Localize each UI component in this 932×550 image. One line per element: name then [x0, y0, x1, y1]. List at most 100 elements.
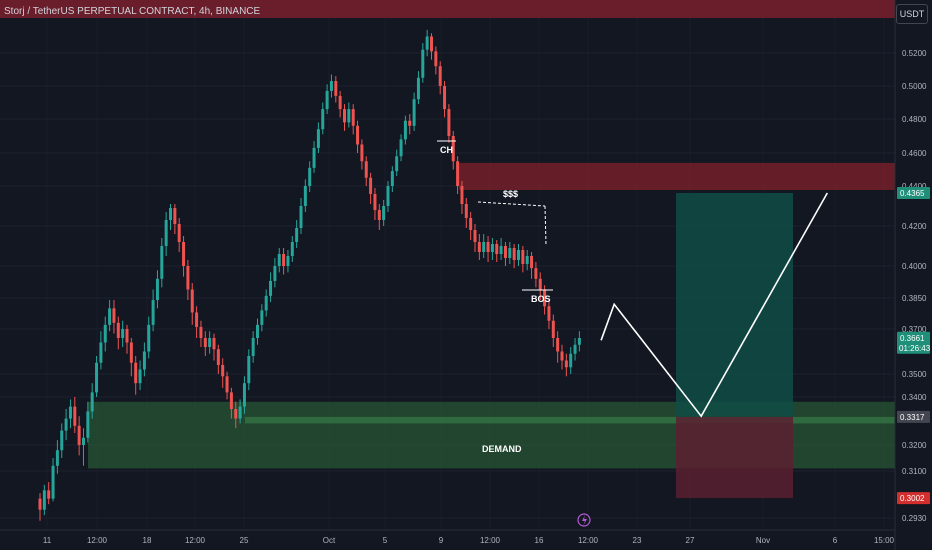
y-tick-label: 0.4800	[902, 115, 927, 124]
candle	[155, 270, 159, 309]
candle-body	[42, 490, 46, 510]
candle	[208, 331, 212, 354]
candle-body	[430, 36, 433, 52]
candle	[490, 238, 494, 260]
candle	[225, 371, 229, 400]
candle	[338, 90, 342, 118]
candle-body	[138, 369, 142, 384]
candle	[395, 149, 399, 177]
candle	[134, 356, 138, 395]
y-tick-label: 0.3850	[902, 294, 927, 303]
y-tick-label: 0.3500	[902, 370, 927, 379]
candle-body	[238, 406, 242, 419]
candle	[77, 416, 81, 456]
candle-body	[369, 177, 373, 194]
candle	[556, 331, 560, 363]
x-tick-label: 16	[535, 536, 544, 545]
candle-body	[416, 77, 420, 100]
candle	[382, 200, 386, 226]
price-axis-background[interactable]	[895, 0, 932, 550]
y-tick-label: 0.3100	[902, 467, 927, 476]
candle	[364, 156, 368, 186]
candle-body	[277, 254, 281, 266]
candle	[569, 347, 573, 374]
candle	[503, 242, 507, 266]
candle-body	[573, 344, 577, 354]
candle-body	[55, 450, 59, 466]
candle	[469, 212, 473, 240]
candle	[68, 399, 72, 429]
candle	[430, 33, 433, 60]
candle-body	[99, 342, 103, 363]
annotation-dashed-line	[477, 201, 546, 207]
price-tag-label: 0.3317	[900, 413, 925, 422]
candle-body	[47, 490, 51, 499]
candle	[295, 220, 299, 248]
x-tick-label: Nov	[756, 536, 770, 545]
x-tick-label: 11	[43, 536, 52, 545]
candle	[377, 204, 381, 230]
candle-body	[503, 246, 507, 258]
candle	[125, 324, 129, 354]
candle-body	[190, 289, 194, 313]
candle	[373, 188, 377, 220]
candle-body	[290, 242, 294, 256]
candle	[273, 258, 277, 288]
candle-body	[482, 242, 486, 252]
y-tick-label: 0.4200	[902, 222, 927, 231]
candle-body	[477, 242, 481, 252]
candle-body	[338, 95, 342, 110]
x-tick-label: 9	[439, 536, 444, 545]
x-tick-label: 23	[633, 536, 642, 545]
currency-badge[interactable]: USDT	[896, 4, 928, 24]
candle-body	[530, 256, 534, 269]
candle	[464, 198, 468, 228]
chart-title: Storj / TetherUS PERPETUAL CONTRACT, 4h,…	[4, 6, 261, 17]
candle-body	[216, 349, 220, 365]
x-tick-label: Oct	[323, 536, 336, 545]
candle	[260, 304, 264, 332]
candle-body	[525, 256, 529, 264]
candle	[416, 71, 420, 105]
candle-body	[451, 136, 455, 162]
price-tag-background	[897, 331, 930, 354]
candle-body	[512, 248, 516, 260]
candle	[112, 300, 116, 334]
candle	[282, 248, 286, 275]
candle-body	[508, 248, 512, 258]
annotation-dashed-line	[544, 205, 547, 246]
price-axis[interactable]: 0.5200 0.5000 0.4800 0.4600 0.4400 0.4200 0.40…	[894, 0, 927, 550]
candle	[482, 234, 486, 258]
lightning-icon[interactable]	[577, 513, 591, 527]
candle-body	[412, 99, 416, 126]
candle-body	[208, 338, 212, 347]
candle-body	[399, 139, 403, 157]
time-axis[interactable]: 11 12:00 18 12:00 25 Oct 5 9 12:00 16 12:00 23 27 Nov…	[0, 529, 895, 545]
candle-body	[95, 362, 99, 393]
y-tick-label: 0.2930	[902, 514, 927, 523]
candle-body	[364, 161, 368, 178]
candle	[512, 244, 516, 269]
y-tick-label: 0.3400	[902, 393, 927, 402]
price-tag-label: 0.4365	[900, 189, 925, 198]
candle	[160, 238, 164, 288]
candle-body	[86, 411, 90, 438]
candle-body	[282, 254, 286, 266]
candle	[42, 484, 46, 516]
price-tag: 0.4365	[897, 187, 930, 199]
candle	[312, 141, 316, 173]
candle-body	[343, 109, 346, 123]
candle	[99, 331, 103, 370]
candle-body	[495, 244, 499, 254]
candle-body	[303, 186, 307, 206]
candle-body	[434, 51, 438, 67]
candle-body	[316, 129, 320, 148]
candle	[564, 353, 568, 377]
candle	[538, 272, 542, 301]
candle	[525, 250, 529, 271]
candle-body	[173, 208, 177, 224]
candle	[369, 172, 373, 204]
candle	[238, 399, 242, 424]
candle	[347, 102, 351, 128]
